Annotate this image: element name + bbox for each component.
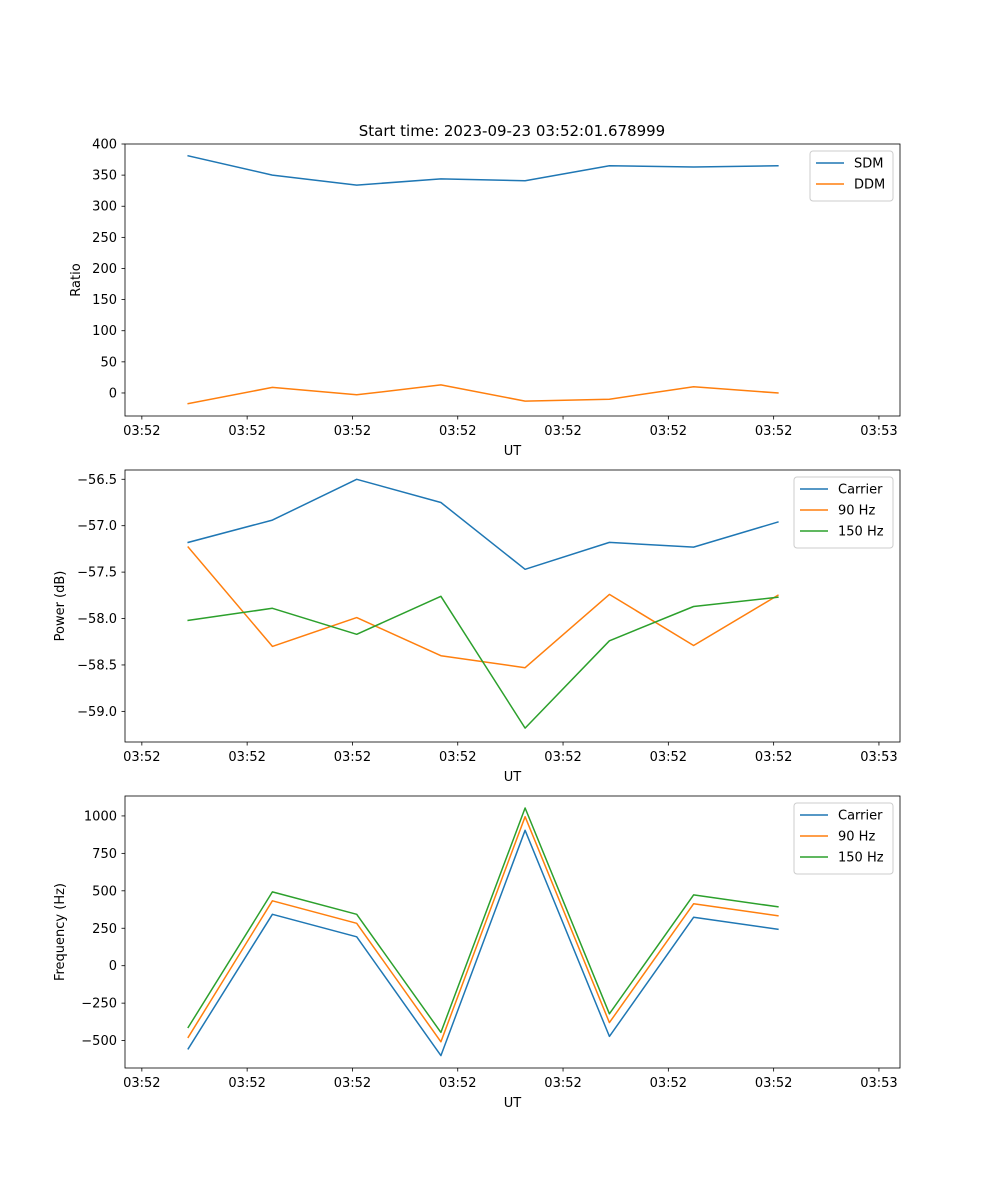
y-tick-label: 100 [92,324,117,339]
y-tick-label: 200 [92,262,117,277]
figure-title: Start time: 2023-09-23 03:52:01.678999 [359,122,665,140]
y-tick-label: −56.5 [77,473,117,488]
legend-label: 90 Hz [838,504,875,519]
y-tick-label: −58.5 [77,658,117,673]
x-tick-label: 03:52 [228,424,265,439]
x-tick-label: 03:52 [123,1076,160,1091]
series-line-90-hz [187,815,779,1043]
x-tick-label: 03:52 [544,424,581,439]
y-tick-label: −57.0 [77,519,117,534]
x-tick-label: 03:52 [228,1076,265,1091]
y-tick-label: 300 [92,200,117,215]
x-tick-label: 03:52 [439,1076,476,1091]
x-axis-label: UT [504,770,522,785]
x-tick-label: 03:52 [123,424,160,439]
x-tick-label: 03:52 [544,1076,581,1091]
x-tick-label: 03:53 [860,424,897,439]
y-tick-label: 250 [92,231,117,246]
legend-label: 90 Hz [838,830,875,845]
series-line-carrier [187,478,779,571]
x-tick-label: 03:52 [650,750,687,765]
legend: SDM DDM [809,150,894,202]
y-axis-label: Ratio [69,263,84,296]
y-tick-label: −58.0 [77,612,117,627]
legend-label: SDM [854,157,883,172]
x-tick-label: 03:52 [123,750,160,765]
y-tick-label: 1000 [84,809,117,824]
subplot-3: −500 −250 0 250 500 750 1000 03:52 03:52 03:52 03:… [53,795,901,1111]
legend-label: DDM [854,178,885,193]
axes-frame [124,795,901,1069]
series-line-sdm [187,154,779,186]
legend-label: 150 Hz [838,851,884,866]
y-axis-label: Power (dB) [53,571,68,642]
y-tick-label: 500 [92,884,117,899]
x-tick-label: 03:53 [860,750,897,765]
x-tick-label: 03:52 [650,424,687,439]
x-tick-label: 03:52 [334,424,371,439]
y-axis-label: Frequency (Hz) [53,883,68,981]
x-tick-label: 03:52 [650,1076,687,1091]
x-tick-label: 03:52 [228,750,265,765]
axes-frame [124,143,901,417]
series-line-carrier [187,829,779,1057]
legend: Carrier 90 Hz 150 Hz [793,476,894,549]
legend-label: Carrier [838,809,883,824]
y-tick-label: −500 [81,1034,117,1049]
subplot-2: −59.0 −58.5 −58.0 −57.5 −57.0 −56.5 03:52 03:52… [53,469,901,785]
x-axis-label: UT [504,1096,522,1111]
y-tick-label: −57.5 [77,566,117,581]
x-tick-label: 03:52 [439,424,476,439]
x-tick-label: 03:52 [755,750,792,765]
x-tick-label: 03:52 [755,424,792,439]
y-tick-label: 750 [92,847,117,862]
y-tick-label: 50 [100,355,117,370]
subplot-1: 0 50 100 150 200 250 300 350 400 03:52 03:52 03:52 0… [69,138,901,459]
x-tick-label: 03:52 [544,750,581,765]
y-tick-label: 0 [109,959,117,974]
y-tick-label: −59.0 [77,705,117,720]
y-tick-label: 150 [92,293,117,308]
series-line-150-hz [187,807,779,1034]
x-tick-label: 03:53 [860,1076,897,1091]
x-tick-label: 03:52 [334,750,371,765]
legend-label: 150 Hz [838,525,884,540]
series-line-150-hz [187,595,779,729]
x-axis-label: UT [504,444,522,459]
x-tick-label: 03:52 [755,1076,792,1091]
y-tick-label: 350 [92,169,117,184]
series-line-ddm [187,384,779,405]
legend: Carrier 90 Hz 150 Hz [793,802,894,875]
y-tick-label: 400 [92,138,117,153]
legend-label: Carrier [838,483,883,498]
y-tick-label: 250 [92,922,117,937]
x-tick-label: 03:52 [439,750,476,765]
y-tick-label: 0 [109,386,117,401]
y-tick-label: −250 [81,997,117,1012]
axes-frame [124,469,901,743]
x-tick-label: 03:52 [334,1076,371,1091]
